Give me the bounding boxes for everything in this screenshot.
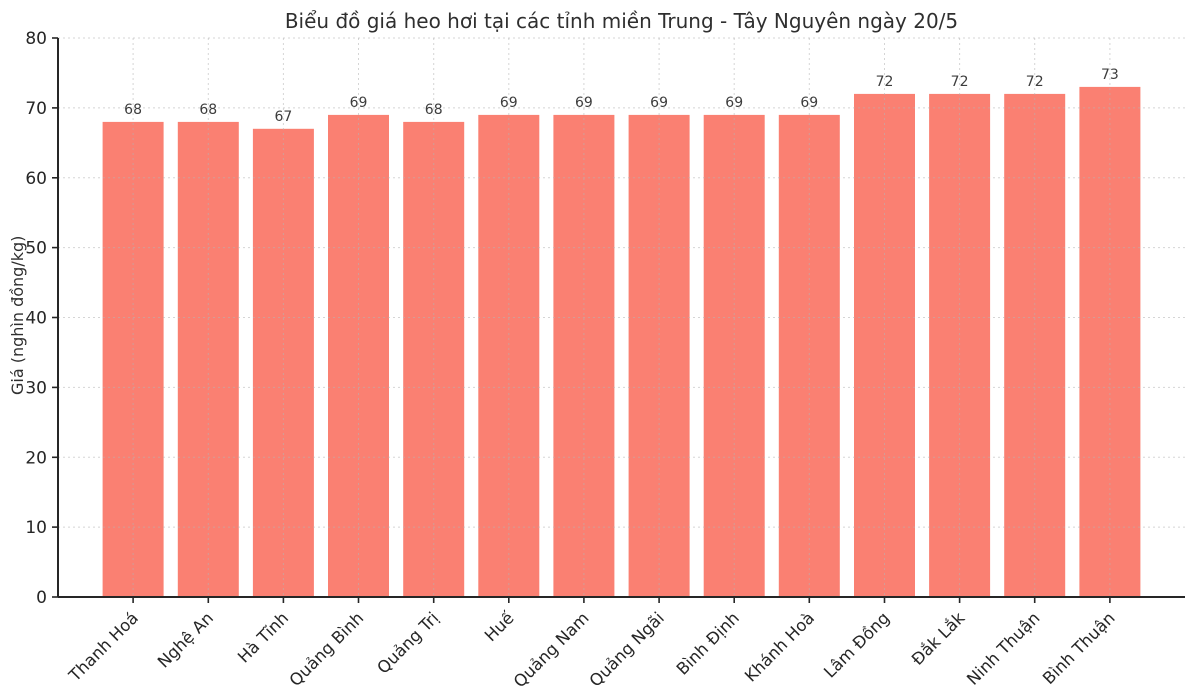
bar-value-label: 69 xyxy=(725,95,743,111)
x-tick-label: Quảng Trị xyxy=(373,608,442,677)
bar-value-label: 69 xyxy=(500,95,518,111)
bar xyxy=(478,114,540,598)
y-tick-label: 20 xyxy=(25,448,47,468)
bar xyxy=(553,114,615,598)
bar-value-label: 72 xyxy=(876,74,894,90)
bar xyxy=(328,114,389,598)
x-tick-label: Thanh Hoá xyxy=(65,608,142,685)
y-tick-label: 80 xyxy=(25,29,47,49)
x-tick-label: Quảng Ngãi xyxy=(586,608,668,686)
y-tick-label: 70 xyxy=(25,99,47,119)
x-tick-label: Quảng Bình xyxy=(286,608,368,686)
bar-value-label: 69 xyxy=(800,95,818,111)
bar-value-label: 69 xyxy=(650,95,668,111)
bar-value-label: 69 xyxy=(575,95,593,111)
bar-value-label: 68 xyxy=(425,102,443,118)
x-tick-label: Bình Thuận xyxy=(1039,608,1119,686)
y-tick-label: 50 xyxy=(25,239,47,259)
x-tick-label: Lâm Đồng xyxy=(820,608,893,681)
y-tick-label: 10 xyxy=(25,518,47,538)
x-tick-label: Khánh Hoà xyxy=(741,608,818,685)
bar-value-label: 73 xyxy=(1101,67,1119,83)
x-tick-label: Nghệ An xyxy=(154,608,217,671)
bar-value-label: 68 xyxy=(124,102,142,118)
bar xyxy=(778,114,840,598)
x-tick-label: Huế xyxy=(481,608,518,645)
chart-title: Biểu đồ giá heo hơi tại các tỉnh miền Tr… xyxy=(284,9,959,33)
bar-value-label: 72 xyxy=(951,74,969,90)
y-axis-label: Giá (nghìn đồng/kg) xyxy=(8,235,27,395)
bar xyxy=(703,114,765,598)
x-tick-label: Bình Định xyxy=(673,608,743,678)
y-tick-label: 0 xyxy=(36,588,47,608)
bar-value-label: 69 xyxy=(350,95,368,111)
bar-value-label: 67 xyxy=(274,109,292,125)
bar xyxy=(628,114,690,598)
x-tick-label: Hà Tĩnh xyxy=(234,608,292,666)
x-tick-label: Đắk Lắk xyxy=(908,608,969,669)
y-axis-label-wrap: Giá (nghìn đồng/kg) xyxy=(8,236,28,395)
y-tick-label: 30 xyxy=(25,378,47,398)
y-tick-label: 40 xyxy=(25,309,47,329)
bar xyxy=(1079,86,1141,598)
bar-value-label: 72 xyxy=(1026,74,1044,90)
y-tick-label: 60 xyxy=(25,169,47,189)
bar-value-label: 68 xyxy=(199,102,217,118)
x-tick-label: Quảng Nam xyxy=(510,608,593,686)
x-tick-label: Ninh Thuận xyxy=(963,608,1043,686)
